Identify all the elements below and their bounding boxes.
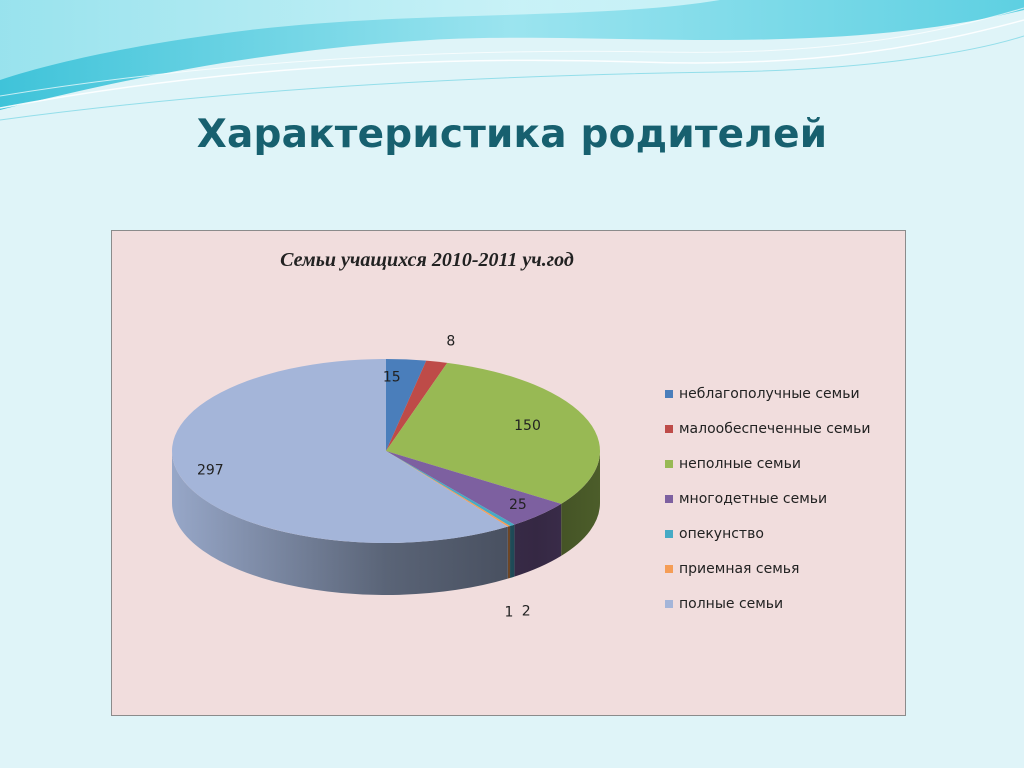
pie-slice-1 — [386, 360, 448, 451]
legend-swatch — [665, 389, 673, 398]
chart-legend: неблагополучные семьи малообеспеченные се… — [665, 376, 870, 621]
pie-side-6 — [172, 451, 508, 595]
legend-swatch — [665, 459, 673, 468]
legend-swatch — [665, 494, 673, 503]
data-label-4: 2 — [522, 603, 531, 619]
pie-slice-4 — [386, 451, 515, 526]
pie-side-3 — [514, 503, 562, 577]
legend-label: приемная семья — [679, 560, 800, 577]
data-label-5: 1 — [504, 604, 513, 620]
legend-label: неблагополучные семьи — [679, 385, 860, 402]
pie-slice-3 — [386, 451, 562, 525]
pie-slice-6 — [172, 359, 508, 543]
pie-chart: 15 8 150 25 21 297 — [172, 334, 600, 620]
pie-slice-5 — [386, 451, 511, 527]
decorative-waves — [0, 0, 1024, 121]
data-label-3: 25 — [509, 497, 527, 513]
chart-title: Семьи учащихся 2010-2011 уч.год — [280, 249, 574, 271]
pie-slice-0 — [386, 359, 427, 451]
legend-item: неблагополучные семьи — [665, 376, 870, 411]
legend-label: неполные семьи — [679, 455, 801, 472]
legend-item: малообеспеченные семьи — [665, 411, 870, 446]
pie-side-5 — [507, 525, 511, 579]
legend-swatch — [665, 564, 673, 573]
data-label-2: 150 — [514, 418, 541, 434]
legend-label: полные семьи — [679, 595, 784, 612]
slide-title: Характеристика родителей — [196, 112, 828, 157]
legend-label: малообеспеченные семьи — [679, 420, 871, 437]
data-label-0: 15 — [383, 370, 401, 386]
legend-swatch — [665, 599, 673, 608]
legend-label: опекунство — [679, 525, 764, 542]
pie-slice-2 — [386, 362, 600, 504]
chart-frame: 15 8 150 25 2 1 297 Семьи учащихся 2010-2011 у… — [111, 230, 906, 716]
legend-swatch — [665, 424, 673, 433]
legend-label: многодетные семьи — [679, 490, 828, 507]
pie-side-4 — [510, 524, 515, 578]
legend-swatch — [665, 529, 673, 538]
legend-item: полные семьи — [665, 586, 870, 621]
data-label-6: 297 — [197, 463, 224, 479]
legend-item: многодетные семьи — [665, 481, 870, 516]
pie-side-2 — [561, 451, 600, 556]
legend-item: опекунство — [665, 516, 870, 551]
legend-item: неполные семьи — [665, 446, 870, 481]
data-label-1: 8 — [446, 334, 455, 350]
legend-item: приемная семья — [665, 551, 870, 586]
